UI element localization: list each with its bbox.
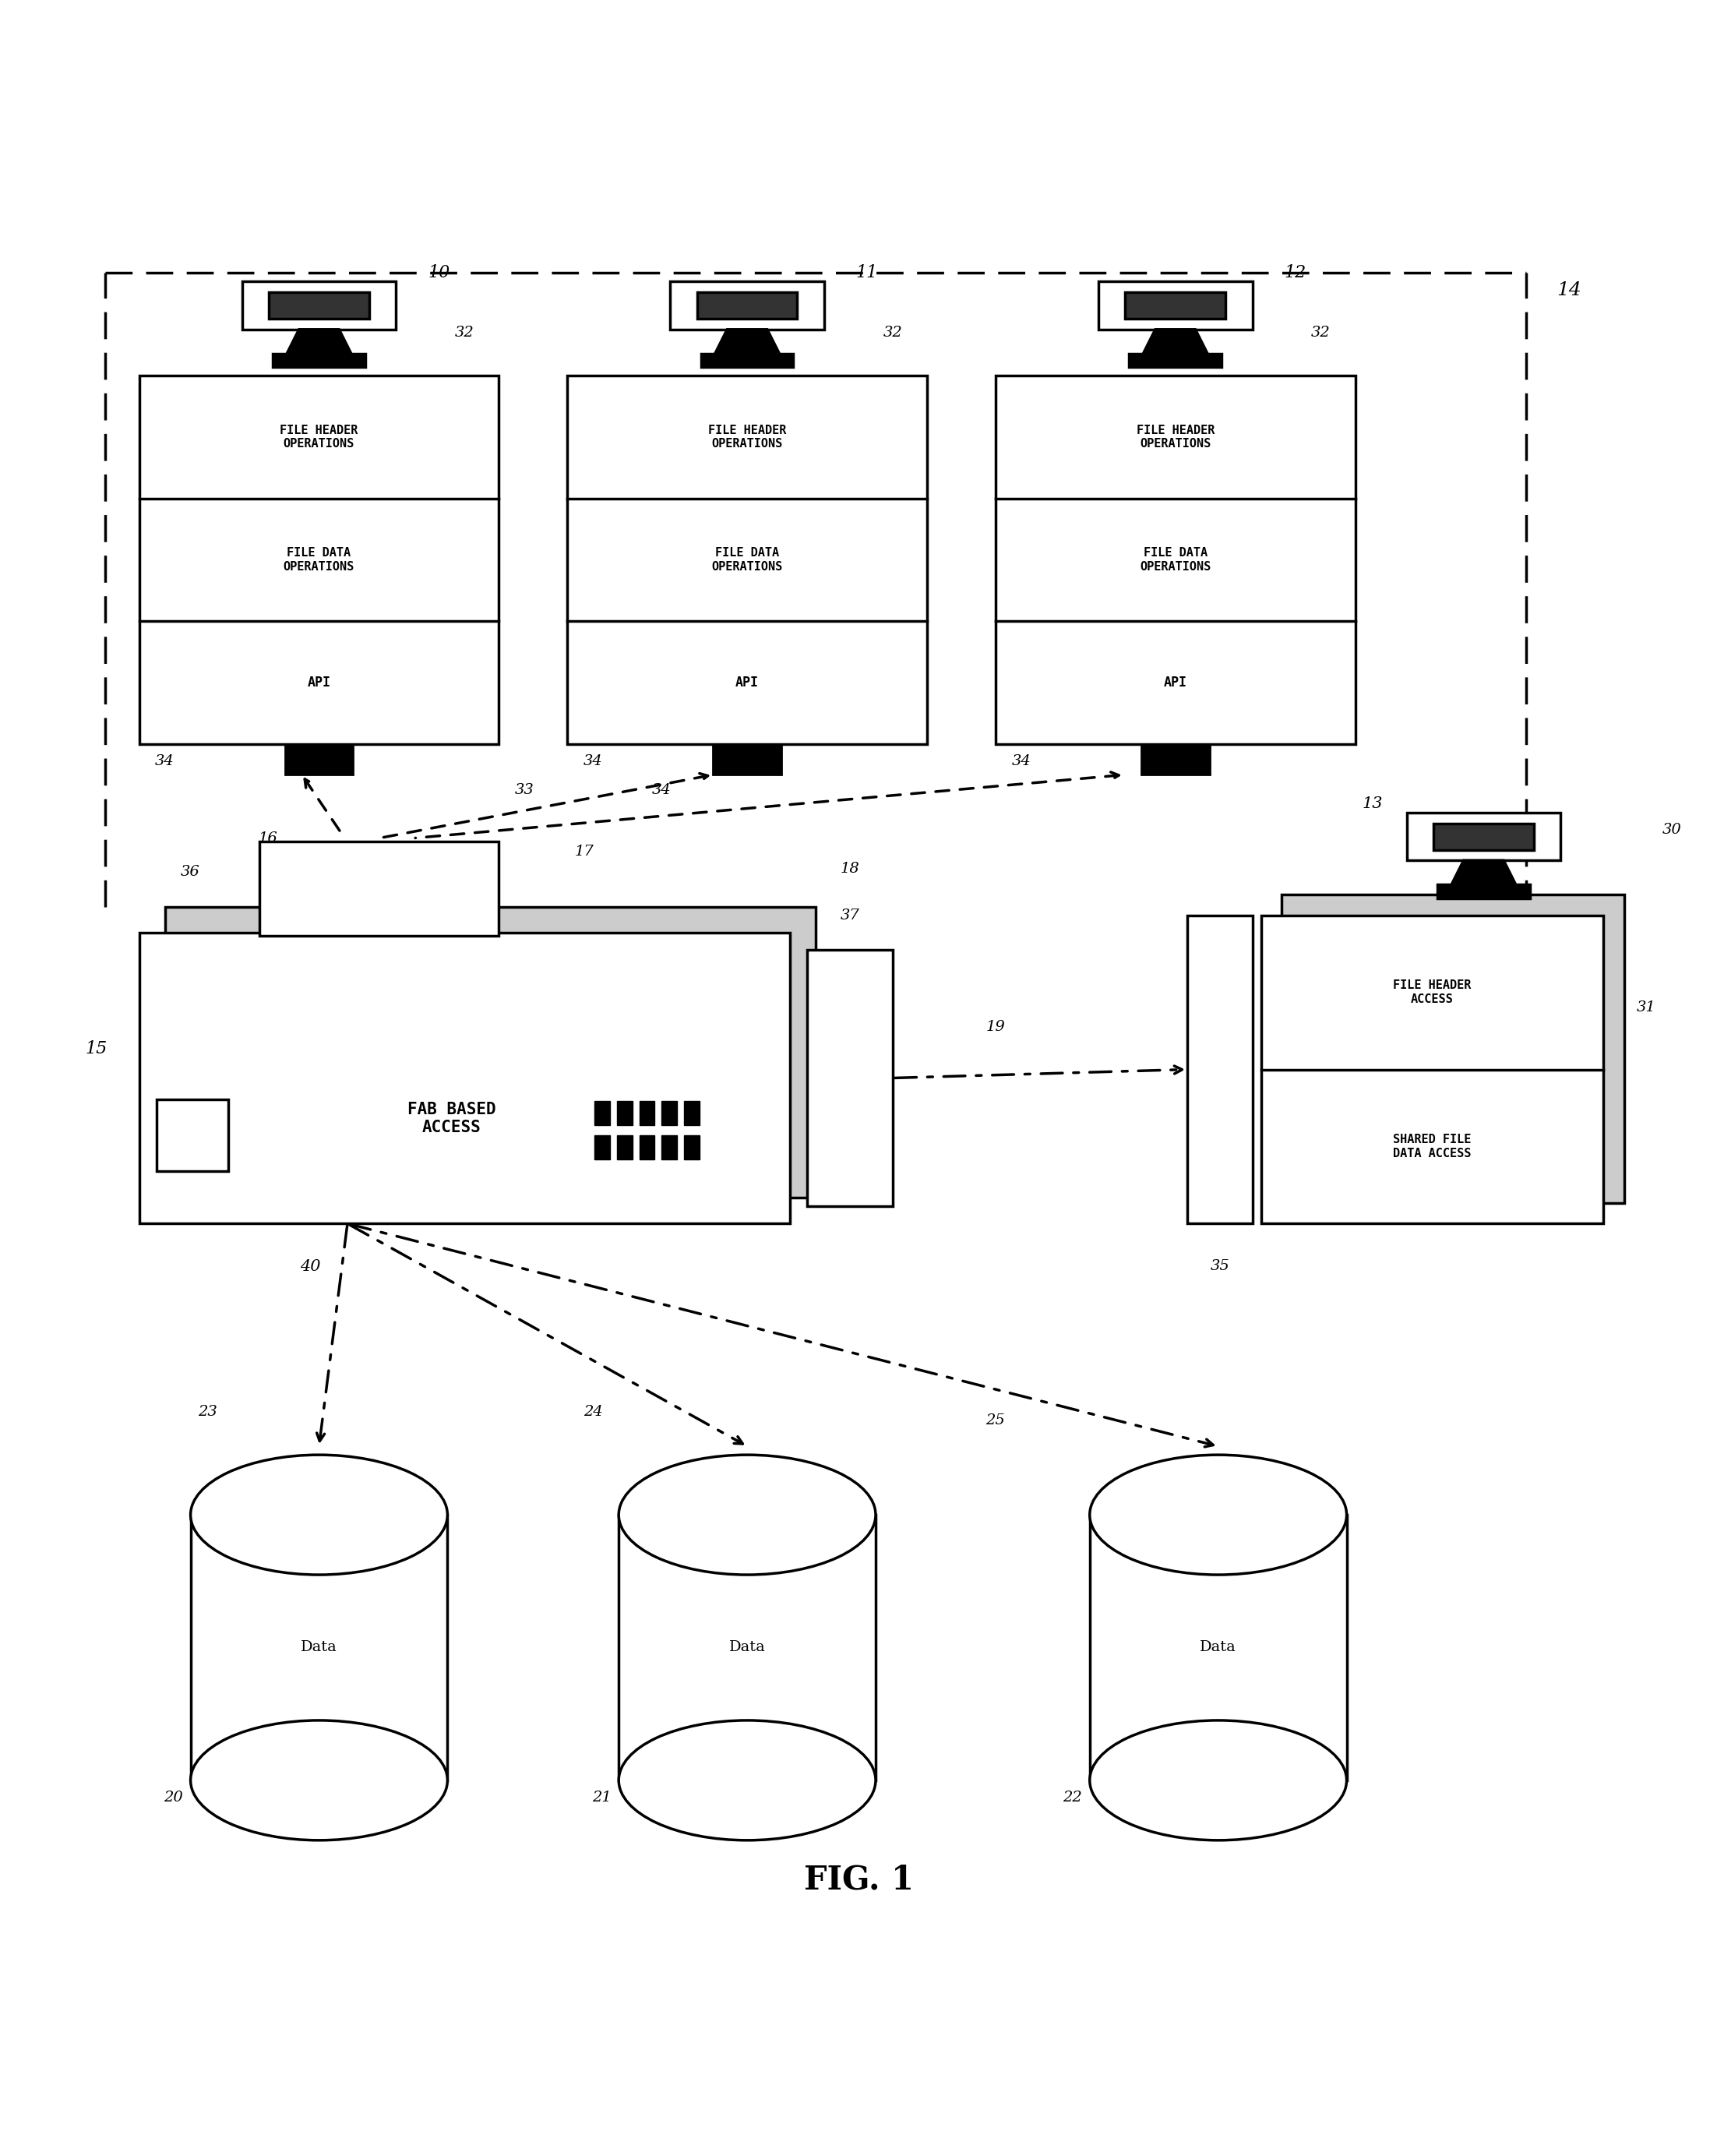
- Text: API: API: [735, 675, 759, 690]
- Bar: [1188, 916, 1252, 1225]
- Text: API: API: [1164, 675, 1186, 690]
- Bar: [697, 293, 797, 319]
- Bar: [1099, 282, 1252, 330]
- Text: 40: 40: [300, 1259, 321, 1274]
- Bar: [1281, 895, 1624, 1203]
- Text: 31: 31: [1636, 1000, 1655, 1015]
- Bar: [191, 1516, 448, 1781]
- Bar: [273, 354, 366, 367]
- Text: FILE HEADER
OPERATIONS: FILE HEADER OPERATIONS: [707, 425, 786, 451]
- Text: FILE DATA
OPERATIONS: FILE DATA OPERATIONS: [283, 548, 354, 573]
- Bar: [661, 1102, 676, 1125]
- Bar: [285, 744, 354, 774]
- Text: 34: 34: [584, 755, 603, 768]
- Ellipse shape: [618, 1720, 876, 1841]
- Text: 10: 10: [428, 265, 450, 282]
- Bar: [616, 1136, 632, 1160]
- Text: 23: 23: [197, 1406, 218, 1419]
- Bar: [270, 293, 369, 319]
- Text: FILE DATA
OPERATIONS: FILE DATA OPERATIONS: [711, 548, 783, 573]
- Text: FILE HEADER
OPERATIONS: FILE HEADER OPERATIONS: [280, 425, 359, 451]
- Bar: [1125, 293, 1226, 319]
- Bar: [670, 282, 824, 330]
- Bar: [1142, 744, 1209, 774]
- Polygon shape: [1144, 330, 1207, 354]
- Text: FILE HEADER
OPERATIONS: FILE HEADER OPERATIONS: [1137, 425, 1214, 451]
- Bar: [807, 949, 893, 1207]
- Bar: [639, 1136, 654, 1160]
- Text: SHARED FILE
DATA ACCESS: SHARED FILE DATA ACCESS: [1392, 1134, 1471, 1160]
- Text: FIG. 1: FIG. 1: [804, 1863, 913, 1895]
- Bar: [713, 744, 781, 774]
- Bar: [661, 1136, 676, 1160]
- Text: 36: 36: [180, 865, 201, 880]
- Bar: [242, 282, 397, 330]
- Bar: [259, 841, 500, 936]
- Ellipse shape: [191, 1720, 448, 1841]
- Polygon shape: [1451, 860, 1516, 884]
- Text: A
P
I: A P I: [1216, 1050, 1224, 1089]
- Text: 33: 33: [515, 783, 534, 798]
- Bar: [567, 375, 927, 744]
- Text: 32: 32: [1312, 326, 1331, 341]
- Text: Data: Data: [1200, 1641, 1236, 1654]
- Text: 34: 34: [652, 783, 671, 798]
- Text: 13: 13: [1362, 796, 1382, 811]
- Bar: [996, 375, 1355, 744]
- Text: A
P
I: A P I: [846, 1054, 853, 1102]
- Bar: [1437, 884, 1530, 899]
- Bar: [156, 1100, 228, 1171]
- Text: 14: 14: [1557, 280, 1581, 300]
- Text: 11: 11: [857, 265, 877, 282]
- Bar: [139, 931, 790, 1225]
- Polygon shape: [714, 330, 780, 354]
- Text: 34: 34: [1011, 755, 1030, 768]
- Bar: [701, 354, 793, 367]
- Ellipse shape: [1090, 1455, 1346, 1574]
- Text: 17: 17: [575, 845, 594, 858]
- Bar: [165, 908, 816, 1199]
- Text: 22: 22: [1063, 1789, 1082, 1805]
- Polygon shape: [287, 330, 350, 354]
- Bar: [1130, 354, 1221, 367]
- Text: API: API: [307, 675, 331, 690]
- Text: FILE HEADER
ACCESS: FILE HEADER ACCESS: [1392, 979, 1471, 1005]
- Text: 30: 30: [1662, 824, 1681, 837]
- Text: FILE DATA
OPERATIONS: FILE DATA OPERATIONS: [1140, 548, 1210, 573]
- Bar: [683, 1102, 699, 1125]
- Text: 19: 19: [986, 1020, 1004, 1033]
- Text: 21: 21: [592, 1789, 611, 1805]
- Bar: [139, 375, 500, 744]
- Bar: [683, 1136, 699, 1160]
- Text: 18: 18: [840, 862, 860, 875]
- Bar: [639, 1102, 654, 1125]
- Text: 32: 32: [455, 326, 474, 341]
- Ellipse shape: [618, 1455, 876, 1574]
- Bar: [1434, 824, 1533, 849]
- Text: 24: 24: [584, 1406, 603, 1419]
- Text: 25: 25: [986, 1414, 1004, 1427]
- Text: 37: 37: [840, 908, 860, 923]
- Text: 20: 20: [163, 1789, 184, 1805]
- Ellipse shape: [1090, 1720, 1346, 1841]
- Bar: [594, 1136, 610, 1160]
- Text: FAB BASED
ACCESS: FAB BASED ACCESS: [407, 1102, 496, 1136]
- Text: Data: Data: [300, 1641, 337, 1654]
- Bar: [618, 1516, 876, 1781]
- Text: 32: 32: [883, 326, 903, 341]
- Text: 35: 35: [1210, 1259, 1229, 1274]
- Bar: [1090, 1516, 1346, 1781]
- Bar: [1260, 916, 1604, 1225]
- Text: API: API: [366, 882, 393, 897]
- Text: 34: 34: [155, 755, 175, 768]
- Bar: [594, 1102, 610, 1125]
- Bar: [616, 1102, 632, 1125]
- Bar: [1406, 813, 1561, 860]
- Text: 15: 15: [86, 1041, 108, 1056]
- Text: 12: 12: [1284, 265, 1307, 282]
- Text: Data: Data: [730, 1641, 766, 1654]
- Text: 16: 16: [258, 832, 276, 845]
- Ellipse shape: [191, 1455, 448, 1574]
